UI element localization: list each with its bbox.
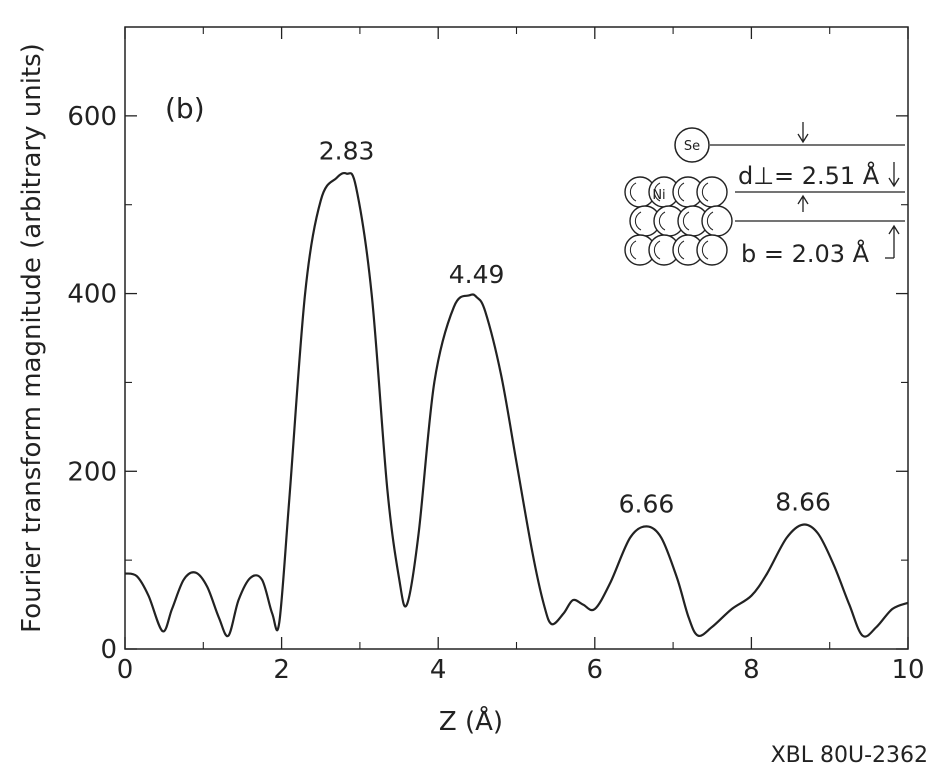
ni-atom-shading [658,211,666,231]
peak-label: 6.66 [619,489,675,518]
ni-atom-shading [629,182,637,202]
series-line [124,171,909,638]
ni-atom-shading [701,240,709,260]
ni-atom [696,234,728,266]
b-arrow-up-right [888,224,900,258]
ni-atom-label: Ni [652,188,665,203]
ni-atom-shading [653,182,661,202]
b-spacing-label: b = 2.03 Å [741,239,870,268]
se-atom [674,127,710,163]
reference-code: XBL 80U-2362 [771,743,928,768]
ni-atom-shading [634,211,642,231]
ni-atom-shading [653,240,661,260]
plot-frame [124,26,909,650]
y-axis-title: Fourier transform magnitude (arbitrary u… [17,43,47,633]
peak-label: 4.49 [449,260,505,289]
d-perp-value: = 2.51 Å [774,161,880,190]
ni-atom [701,205,733,237]
x-tick-label: 4 [430,655,447,685]
d-perp-symbol: d⊥ [738,162,774,190]
x-axis-ticks: 0 2 4 6 8 10 [117,27,925,685]
d-perp-arrow-bottom-right [888,162,900,188]
panel-label: (b) [165,92,205,125]
peak-label: 2.83 [319,137,375,166]
y-axis-ticks: 0 200 400 600 [67,102,908,665]
d-perp-arrow-top [797,122,809,144]
y-tick-label: 0 [100,635,117,665]
ni-atom-shading [677,182,685,202]
b-arrow-up-middle [797,194,809,212]
ni-atom-shading [706,211,714,231]
ni-atom [696,176,728,208]
x-tick-label: 2 [273,655,290,685]
y-tick-label: 400 [67,280,117,310]
inset-diagram: Se Ni d⊥ = 2.51 Å b = 2.03 Å [624,122,905,268]
ni-atom-shading [682,211,690,231]
x-tick-label: 10 [891,655,924,685]
ni-lattice [624,176,733,266]
x-axis-title: Z (Å) [439,705,503,737]
se-atom-label: Se [684,139,700,154]
peak-labels: 2.83 4.49 6.66 8.66 [319,137,831,519]
ni-atom-shading [677,240,685,260]
y-tick-label: 600 [67,102,117,132]
x-tick-label: 6 [587,655,604,685]
y-tick-label: 200 [67,457,117,487]
x-tick-label: 0 [117,655,134,685]
ni-atom-shading [629,240,637,260]
x-tick-label: 8 [743,655,760,685]
peak-label: 8.66 [775,488,831,517]
ni-atom-shading [701,182,709,202]
